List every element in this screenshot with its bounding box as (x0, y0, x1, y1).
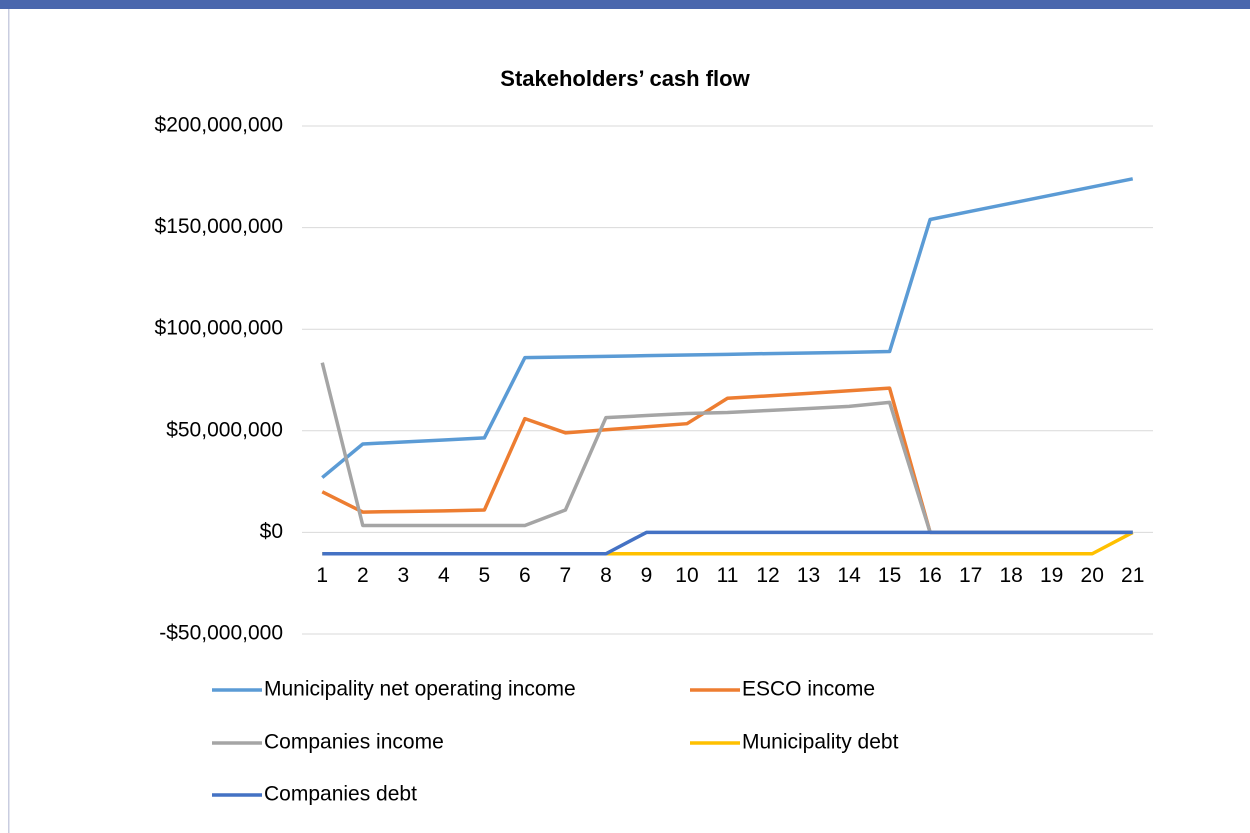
x-tick-label: 8 (600, 564, 612, 587)
series-line (322, 530, 1133, 556)
x-tick-label: 3 (397, 564, 409, 587)
legend-label: ESCO income (742, 678, 875, 701)
x-tick-label: 9 (641, 564, 653, 587)
y-tick-label: $200,000,000 (155, 114, 283, 137)
x-tick-label: 5 (479, 564, 491, 587)
chart-title: Stakeholders’ cash flow (500, 66, 750, 91)
x-tick-label: 19 (1040, 564, 1063, 587)
x-tick-label: 13 (797, 564, 820, 587)
x-tick-label: 18 (999, 564, 1022, 587)
left-border (8, 9, 10, 833)
y-tick-label: $100,000,000 (155, 317, 283, 340)
x-tick-label: 16 (918, 564, 941, 587)
x-tick-label: 12 (756, 564, 779, 587)
x-tick-label: 10 (675, 564, 698, 587)
x-tick-label: 1 (316, 564, 328, 587)
legend-label: Companies debt (264, 783, 417, 806)
x-tick-label: 15 (878, 564, 901, 587)
series-line (321, 386, 1133, 535)
x-tick-label: 6 (519, 564, 531, 587)
y-tick-label: $150,000,000 (155, 215, 283, 238)
y-tick-label: $50,000,000 (166, 418, 283, 441)
series-line (320, 362, 1133, 535)
legend-label: Municipality debt (742, 731, 899, 754)
x-tick-label: 20 (1081, 564, 1104, 587)
top-bar (0, 0, 1250, 9)
y-tick-label: $0 (260, 520, 283, 543)
x-tick-label: 2 (357, 564, 369, 587)
x-tick-label: 21 (1121, 564, 1144, 587)
series-line (321, 177, 1134, 479)
legend-label: Companies income (264, 731, 444, 754)
legend-label: Municipality net operating income (264, 678, 576, 701)
x-tick-label: 14 (837, 564, 861, 587)
y-tick-label: -$50,000,000 (159, 622, 283, 645)
series-line (322, 530, 1134, 556)
x-tick-label: 17 (959, 564, 982, 587)
x-tick-label: 11 (717, 564, 739, 587)
x-tick-label: 7 (560, 564, 572, 587)
x-tick-label: 4 (438, 564, 450, 587)
